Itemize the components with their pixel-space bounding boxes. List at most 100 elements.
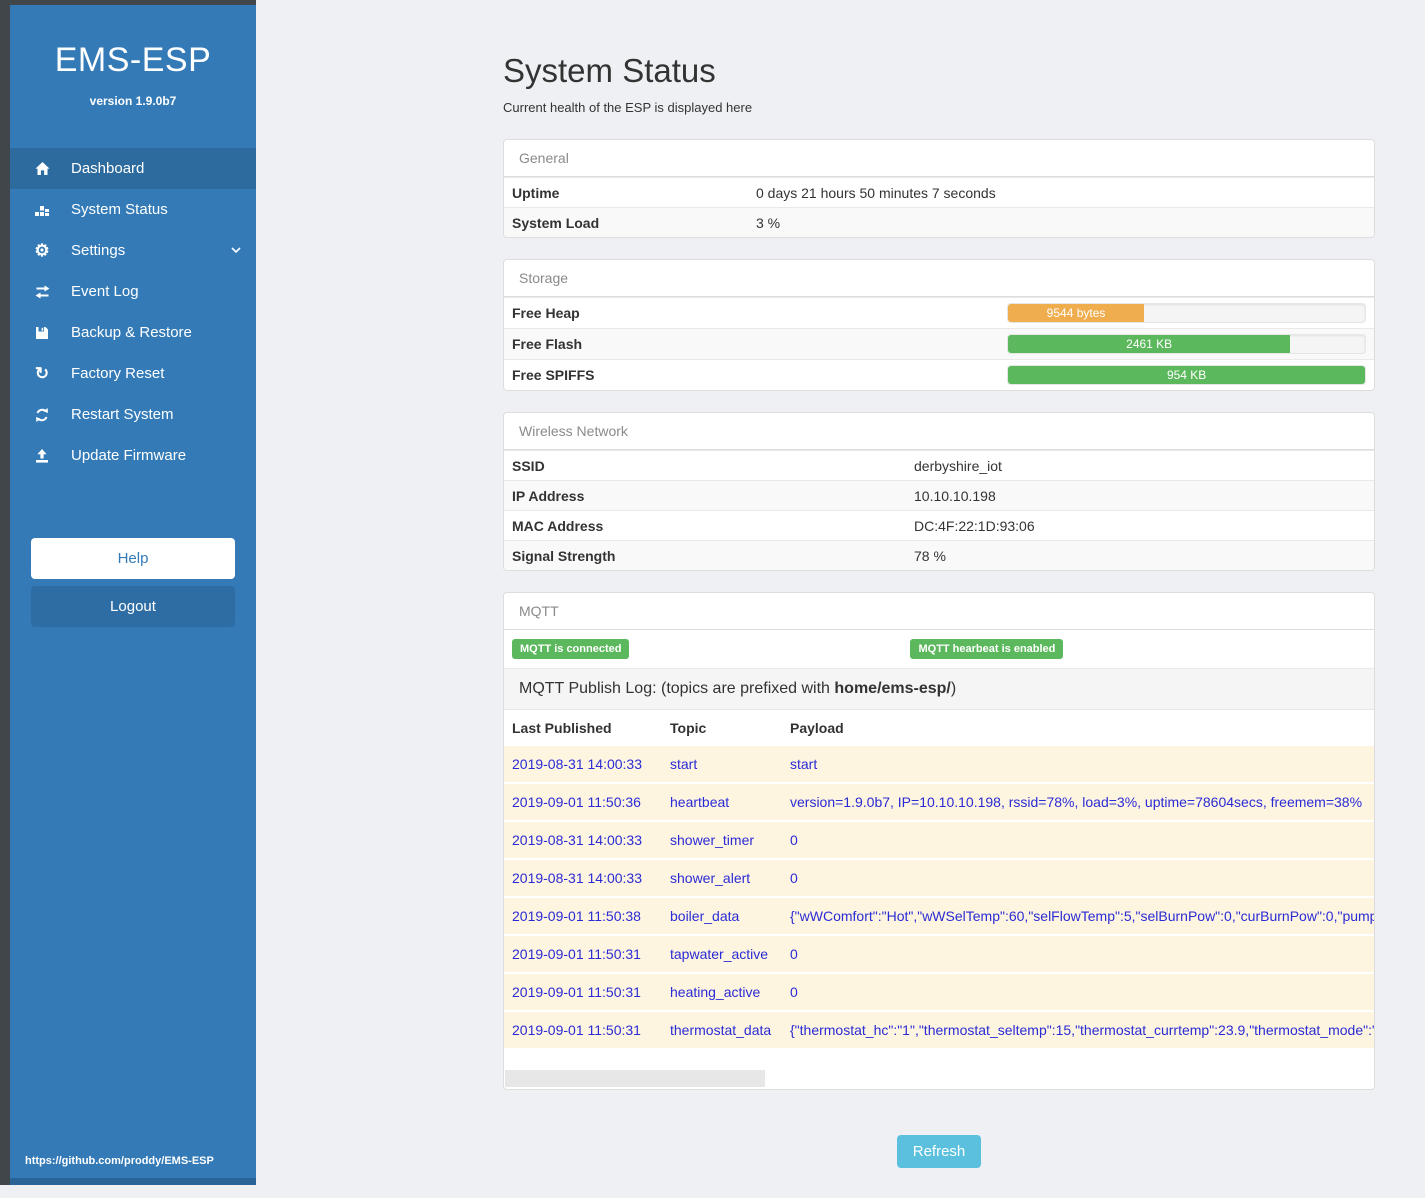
column-header-last-published: Last Published bbox=[504, 710, 662, 746]
main-area: System Status Current health of the ESP … bbox=[256, 0, 1425, 1198]
free-heap-label: Free Heap bbox=[512, 305, 580, 321]
mac-address-value: DC:4F:22:1D:93:06 bbox=[914, 517, 1035, 534]
general-panel-heading: General bbox=[504, 140, 1374, 177]
app-title: EMS-ESP bbox=[54, 41, 212, 79]
sidebar-item-update-firmware[interactable]: Update Firmware bbox=[10, 435, 256, 476]
publish-log-prefix: MQTT Publish Log: (topics are prefixed w… bbox=[519, 680, 835, 697]
cell-topic: tapwater_active bbox=[662, 935, 782, 974]
cell-time: 2019-09-01 11:50:36 bbox=[504, 783, 662, 822]
exchange-icon bbox=[33, 284, 51, 300]
table-row: 2019-09-01 11:50:31 tapwater_active 0 bbox=[504, 935, 1374, 974]
ssid-label: SSID bbox=[512, 457, 545, 474]
cell-topic: boiler_data bbox=[662, 897, 782, 936]
mqtt-publish-log-title: MQTT Publish Log: (topics are prefixed w… bbox=[504, 668, 1374, 710]
free-flash-bar: 2461 KB bbox=[1008, 335, 1291, 353]
mqtt-panel-heading: MQTT bbox=[504, 593, 1374, 630]
ip-address-row: IP Address 10.10.10.198 bbox=[504, 480, 1374, 510]
free-spiffs-progress: 954 KB bbox=[1007, 365, 1366, 385]
free-flash-progress: 2461 KB bbox=[1007, 334, 1366, 354]
cell-payload: 0 bbox=[782, 821, 1374, 860]
cell-topic: shower_alert bbox=[662, 859, 782, 898]
sidebar-item-factory-reset[interactable]: ↻ Factory Reset bbox=[10, 353, 256, 394]
uptime-row: Uptime 0 days 21 hours 50 minutes 7 seco… bbox=[504, 177, 1374, 207]
mac-address-label: MAC Address bbox=[512, 517, 604, 534]
free-heap-value: 9544 bytes bbox=[1046, 306, 1106, 320]
sidebar-item-label: Dashboard bbox=[71, 160, 145, 177]
cell-time: 2019-09-01 11:50:31 bbox=[504, 1011, 662, 1050]
ip-address-label: IP Address bbox=[512, 487, 585, 504]
gear-icon: ⚙ bbox=[34, 241, 50, 260]
mac-address-row: MAC Address DC:4F:22:1D:93:06 bbox=[504, 510, 1374, 540]
free-spiffs-bar: 954 KB bbox=[1008, 366, 1365, 384]
signal-strength-value: 78 % bbox=[914, 547, 946, 564]
mqtt-panel: MQTT MQTT is connected MQTT hearbeat is … bbox=[503, 592, 1375, 1090]
cell-time: 2019-09-01 11:50:38 bbox=[504, 897, 662, 936]
mqtt-badges-row: MQTT is connected MQTT hearbeat is enabl… bbox=[504, 630, 1374, 668]
table-row: 2019-09-01 11:50:38 boiler_data {"wWComf… bbox=[504, 897, 1374, 936]
cell-payload: start bbox=[782, 746, 1374, 784]
save-icon bbox=[33, 325, 51, 341]
free-spiffs-label: Free SPIFFS bbox=[512, 367, 595, 383]
free-heap-progress: 9544 bytes bbox=[1007, 303, 1366, 323]
general-panel: General Uptime 0 days 21 hours 50 minute… bbox=[503, 139, 1375, 238]
sidebar-item-settings[interactable]: ⚙ Settings bbox=[10, 230, 256, 271]
sidebar-item-label: Factory Reset bbox=[71, 365, 165, 382]
cell-time: 2019-08-31 14:00:33 bbox=[504, 821, 662, 860]
app-version: version 1.9.0b7 bbox=[89, 94, 177, 108]
system-load-label: System Load bbox=[512, 214, 600, 231]
sidebar-nav: Dashboard System Status ⚙ Settings bbox=[10, 148, 256, 476]
ssid-value: derbyshire_iot bbox=[914, 457, 1002, 474]
github-link[interactable]: https://github.com/proddy/EMS-ESP bbox=[25, 1155, 214, 1167]
free-flash-label: Free Flash bbox=[512, 336, 583, 352]
uptime-value: 0 days 21 hours 50 minutes 7 seconds bbox=[756, 184, 996, 201]
storage-panel-heading: Storage bbox=[504, 260, 1374, 297]
cell-payload: {"wWComfort":"Hot","wWSelTemp":60,"selFl… bbox=[782, 897, 1374, 936]
sidebar-item-backup-restore[interactable]: Backup & Restore bbox=[10, 312, 256, 353]
help-button[interactable]: Help bbox=[31, 538, 235, 579]
table-row: 2019-09-01 11:50:36 heartbeat version=1.… bbox=[504, 783, 1374, 822]
chevron-down-icon bbox=[230, 244, 242, 256]
free-spiffs-value: 954 KB bbox=[1166, 368, 1207, 382]
sidebar-item-system-status[interactable]: System Status bbox=[10, 189, 256, 230]
scrollbar-thumb[interactable] bbox=[505, 1070, 765, 1087]
publish-log-suffix: ) bbox=[950, 680, 957, 697]
sidebar-item-event-log[interactable]: Event Log bbox=[10, 271, 256, 312]
free-flash-row: Free Flash 2461 KB bbox=[504, 328, 1374, 359]
sidebar-item-dashboard[interactable]: Dashboard bbox=[10, 148, 256, 189]
free-heap-row: Free Heap 9544 bytes bbox=[504, 297, 1374, 328]
logout-button[interactable]: Logout bbox=[31, 586, 235, 627]
page-subtitle: Current health of the ESP is displayed h… bbox=[503, 100, 753, 115]
table-row: 2019-08-31 14:00:33 start start bbox=[504, 746, 1374, 784]
mqtt-publish-log-table: Last Published Topic Payload 2019-08-31 … bbox=[504, 710, 1374, 1050]
column-header-payload: Payload bbox=[782, 710, 1374, 746]
sidebar-item-restart-system[interactable]: Restart System bbox=[10, 394, 256, 435]
table-row: 2019-09-01 11:50:31 heating_active 0 bbox=[504, 973, 1374, 1012]
system-load-row: System Load 3 % bbox=[504, 207, 1374, 237]
publish-log-topic-prefix: home/ems-esp/ bbox=[834, 680, 951, 697]
sidebar-item-label: Event Log bbox=[71, 283, 139, 300]
cell-time: 2019-09-01 11:50:31 bbox=[504, 973, 662, 1012]
cell-payload: version=1.9.0b7, IP=10.10.10.198, rssid=… bbox=[782, 783, 1374, 822]
equalizer-icon bbox=[33, 202, 51, 218]
horizontal-scrollbar[interactable] bbox=[505, 1070, 1373, 1087]
cell-topic: heating_active bbox=[662, 973, 782, 1012]
cell-topic: thermostat_data bbox=[662, 1011, 782, 1050]
table-row: 2019-09-01 11:50:31 thermostat_data {"th… bbox=[504, 1011, 1374, 1050]
ip-address-value: 10.10.10.198 bbox=[914, 487, 996, 504]
cell-payload: 0 bbox=[782, 973, 1374, 1012]
sidebar-item-label: Settings bbox=[71, 242, 126, 259]
refresh-button[interactable]: Refresh bbox=[896, 1135, 982, 1168]
signal-strength-row: Signal Strength 78 % bbox=[504, 540, 1374, 570]
column-header-topic: Topic bbox=[662, 710, 782, 746]
sidebar-item-label: Restart System bbox=[71, 406, 174, 423]
cell-time: 2019-09-01 11:50:31 bbox=[504, 935, 662, 974]
cell-topic: shower_timer bbox=[662, 821, 782, 860]
wireless-panel-heading: Wireless Network bbox=[504, 413, 1374, 450]
table-row: 2019-08-31 14:00:33 shower_timer 0 bbox=[504, 821, 1374, 860]
storage-panel: Storage Free Heap 9544 bytes Free Flash … bbox=[503, 259, 1375, 391]
page-title: System Status bbox=[503, 52, 716, 89]
cell-payload: 0 bbox=[782, 859, 1374, 898]
mqtt-connected-badge: MQTT is connected bbox=[512, 639, 630, 659]
wireless-panel: Wireless Network SSID derbyshire_iot IP … bbox=[503, 412, 1375, 571]
sidebar-item-label: Update Firmware bbox=[71, 447, 187, 464]
